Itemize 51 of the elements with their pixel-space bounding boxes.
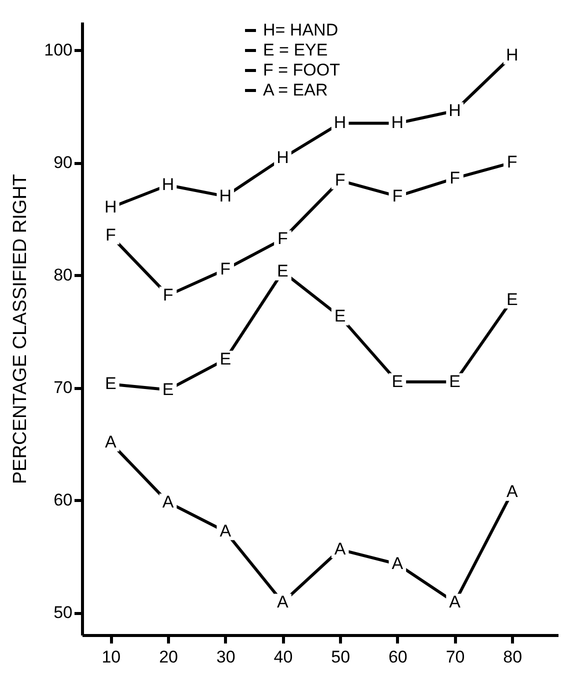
data-label: F (105, 226, 116, 245)
data-label: F (162, 285, 174, 304)
y-tick-label: 80 (54, 266, 72, 285)
data-label: F (334, 170, 346, 190)
data-label: H (448, 100, 461, 120)
data-label: H (162, 175, 174, 194)
data-label: H (334, 113, 346, 132)
data-label: E (277, 262, 288, 281)
data-label: A (105, 432, 118, 452)
data-label: H (276, 148, 289, 168)
x-tick-label: 60 (388, 648, 408, 666)
data-label: A (162, 492, 174, 512)
data-label: F (392, 186, 403, 206)
data-label: A (506, 482, 518, 502)
data-label: H (104, 198, 117, 217)
data-label: E (162, 380, 174, 399)
data-label: H (506, 46, 518, 65)
x-tick-label: 50 (331, 648, 350, 666)
data-label: E (392, 372, 404, 391)
legend-label: E = EYE (263, 40, 328, 60)
data-label: A (449, 592, 462, 612)
legend-label: F = FOOT (263, 60, 340, 80)
y-tick-label: 60 (54, 490, 72, 510)
x-tick-label: 70 (446, 648, 465, 666)
data-label: A (220, 522, 232, 541)
data-label: E (220, 349, 232, 368)
data-label: A (392, 554, 404, 574)
data-label: E (449, 372, 460, 391)
y-tick-label: 50 (54, 603, 72, 622)
y-tick-label: 70 (54, 378, 72, 398)
x-tick-label: 40 (274, 648, 293, 666)
legend-label: A = EAR (263, 80, 328, 100)
data-label: F (220, 259, 231, 278)
y-axis-title: PERCENTAGE CLASSIFIED RIGHT (10, 174, 32, 484)
data-label: H (219, 186, 232, 206)
y-tick-label: 90 (54, 153, 72, 172)
data-label: E (334, 306, 346, 326)
legend-label: H= HAND (263, 20, 338, 40)
x-tick-label: 20 (159, 648, 178, 666)
data-label: A (334, 540, 346, 559)
data-label: F (278, 229, 288, 248)
x-tick-label: 30 (216, 648, 236, 666)
y-tick-label: 100 (44, 40, 72, 60)
data-label: H (391, 113, 404, 132)
data-label: E (105, 374, 116, 394)
x-tick-label: 80 (503, 648, 522, 666)
data-label: E (506, 290, 518, 309)
data-label: F (506, 152, 518, 172)
data-label: F (450, 168, 460, 188)
x-tick-label: 10 (102, 648, 121, 666)
data-label: A (277, 592, 290, 612)
